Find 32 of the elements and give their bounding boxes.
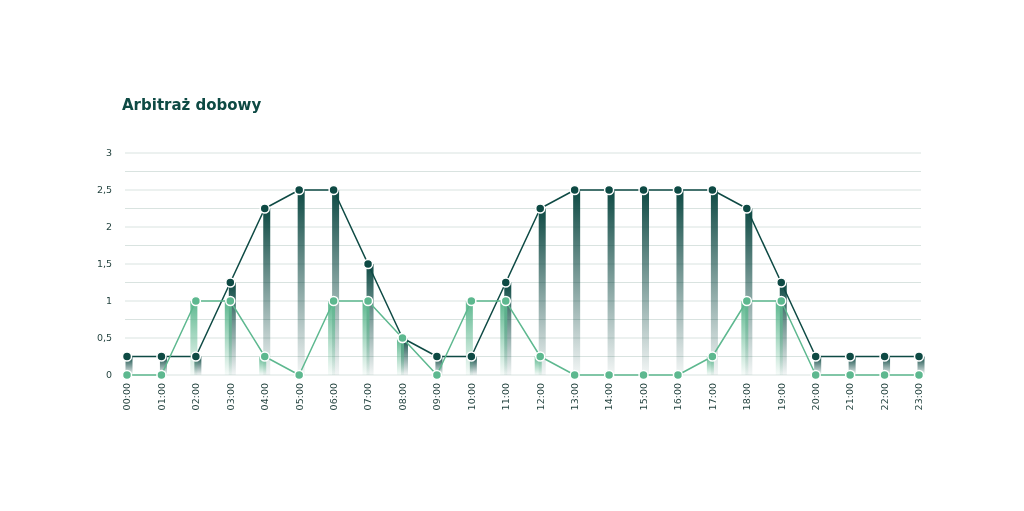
x-tick-label: 10:00 [465,383,477,411]
y-tick-label: 0 [105,369,112,381]
x-tick-label: 14:00 [603,383,615,411]
x-tick-label: 23:00 [913,383,925,411]
y-tick-label: 3 [105,147,112,159]
x-tick-label: 16:00 [672,383,684,411]
x-tick-label: 21:00 [844,383,856,411]
x-tick-label: 03:00 [224,383,236,411]
x-tick-label: 06:00 [327,383,339,411]
y-tick-label: 1,5 [96,258,112,270]
y-tick-label: 1 [105,295,112,307]
x-tick-label: 15:00 [637,383,649,411]
x-tick-label: 04:00 [259,383,271,411]
x-tick-label: 01:00 [155,383,167,411]
x-tick-label: 00:00 [121,383,133,411]
x-tick-label: 22:00 [878,383,890,411]
x-tick-label: 12:00 [534,383,546,411]
y-tick-label: 0,5 [96,332,112,344]
x-tick-label: 19:00 [775,383,787,411]
x-tick-label: 13:00 [568,383,580,411]
y-tick-label: 2,5 [96,184,112,196]
x-tick-label: 02:00 [190,383,202,411]
x-tick-label: 20:00 [810,383,822,411]
chart-title: Arbitraż dobowy [122,96,262,114]
x-tick-label: 18:00 [741,383,753,411]
x-tick-label: 11:00 [500,383,512,411]
y-tick-label: 2 [105,221,112,233]
x-tick-label: 17:00 [706,383,718,411]
x-tick-label: 09:00 [431,383,443,411]
x-tick-label: 08:00 [396,383,408,411]
x-tick-label: 05:00 [293,383,305,411]
x-tick-label: 07:00 [362,383,374,411]
